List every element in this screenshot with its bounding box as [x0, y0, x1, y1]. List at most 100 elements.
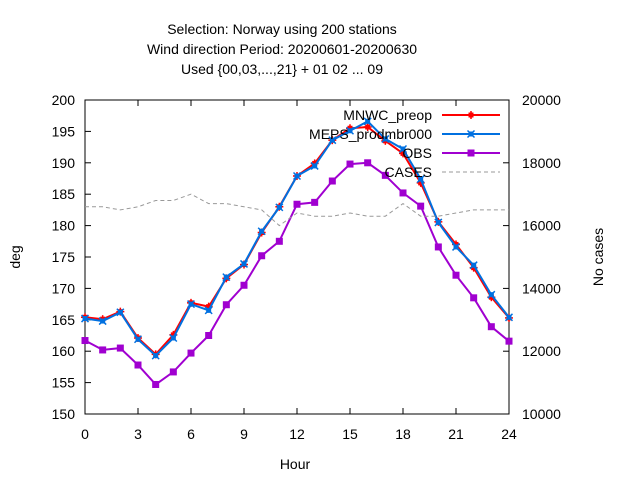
data-point-meps-prodmbr000 — [294, 173, 300, 179]
data-point-meps-prodmbr000 — [153, 353, 159, 359]
y2-tick-label: 20000 — [522, 92, 561, 108]
x-tick-label: 0 — [81, 426, 89, 442]
y2-tick-label: 10000 — [522, 406, 561, 422]
data-point-meps-prodmbr000 — [418, 176, 424, 182]
data-point-meps-prodmbr000 — [170, 335, 176, 341]
data-point-meps-prodmbr000 — [400, 146, 406, 152]
data-point-obs — [470, 294, 478, 302]
data-point-mnwc-preop — [365, 124, 371, 130]
y2-tick-label: 14000 — [522, 280, 561, 296]
y2-axis-label: No cases — [590, 228, 606, 286]
data-point-obs — [399, 189, 407, 197]
legend-marker-mnwc-preop — [468, 112, 474, 118]
data-point-meps-prodmbr000 — [206, 307, 212, 313]
series-line-mnwc-preop — [84, 125, 510, 356]
data-point-meps-prodmbr000 — [241, 261, 247, 267]
data-point-obs — [258, 252, 266, 260]
data-point-obs — [311, 198, 319, 206]
data-point-meps-prodmbr000 — [82, 316, 88, 322]
data-point-obs — [240, 281, 248, 289]
data-point-mnwc-preop — [312, 160, 318, 166]
series-layer — [80, 117, 514, 388]
data-point-meps-prodmbr000 — [135, 336, 141, 342]
data-point-meps-prodmbr000 — [188, 301, 194, 307]
legend-label-obs: OBS — [402, 145, 432, 161]
y-axis-left: 150 155 160 165 170 175 180 185 190 195 200 — [52, 92, 91, 422]
x-tick-label: 12 — [289, 426, 305, 442]
series-meps-prodmbr000 — [80, 117, 514, 360]
y-tick-label: 155 — [52, 375, 76, 391]
y-tick-label: 160 — [52, 343, 76, 359]
data-point-meps-prodmbr000 — [435, 219, 441, 225]
y-tick-label: 165 — [52, 312, 76, 328]
data-point-obs — [152, 380, 160, 388]
y-tick-label: 185 — [52, 186, 76, 202]
data-point-meps-prodmbr000 — [347, 128, 353, 134]
data-point-mnwc-preop — [400, 150, 406, 156]
series-obs — [81, 159, 513, 388]
data-point-obs — [417, 202, 425, 210]
data-point-meps-prodmbr000 — [117, 309, 123, 315]
legend-marker-obs — [467, 149, 475, 157]
data-point-mnwc-preop — [453, 241, 459, 247]
data-point-obs — [275, 237, 283, 245]
y-tick-label: 200 — [52, 92, 76, 108]
y-axis-label: deg — [7, 245, 23, 268]
data-point-mnwc-preop — [206, 304, 212, 310]
data-point-obs — [487, 323, 495, 331]
y-tick-label: 170 — [52, 280, 76, 296]
y-tick-label: 150 — [52, 406, 76, 422]
data-point-mnwc-preop — [347, 125, 353, 131]
x-tick-label: 15 — [342, 426, 358, 442]
x-tick-label: 24 — [501, 426, 517, 442]
title-line-1: Selection: Norway using 200 stations — [167, 21, 397, 37]
data-point-mnwc-preop — [170, 332, 176, 338]
data-point-meps-prodmbr000 — [488, 292, 494, 298]
data-point-obs — [364, 159, 372, 167]
data-point-meps-prodmbr000 — [365, 118, 371, 124]
data-point-mnwc-preop — [471, 265, 477, 271]
data-point-obs — [169, 368, 177, 376]
x-tick-label: 6 — [187, 426, 195, 442]
x-tick-label: 18 — [395, 426, 411, 442]
data-point-obs — [293, 200, 301, 208]
data-point-obs — [328, 177, 336, 185]
data-point-obs — [381, 171, 389, 179]
data-point-mnwc-preop — [418, 180, 424, 186]
series-line-cases — [85, 193, 509, 227]
x-axis: 0 3 6 9 12 15 18 21 24 — [81, 100, 517, 442]
y-axis-right: 10000 12000 14000 16000 18000 20000 — [503, 92, 561, 422]
y-tick-label: 180 — [52, 218, 76, 234]
data-point-meps-prodmbr000 — [259, 228, 265, 234]
data-point-meps-prodmbr000 — [329, 137, 335, 143]
data-point-meps-prodmbr000 — [312, 163, 318, 169]
title-line-3: Used {00,03,...,21} + 01 02 ... 09 — [181, 61, 383, 77]
data-point-obs — [99, 346, 107, 354]
x-tick-label: 9 — [240, 426, 248, 442]
legend-label-meps-prodmbr000: MEPS_prodmbr000 — [309, 126, 432, 142]
data-point-meps-prodmbr000 — [100, 318, 106, 324]
data-point-meps-prodmbr000 — [276, 204, 282, 210]
legend-label-cases: CASES — [385, 164, 432, 180]
data-point-mnwc-preop — [488, 294, 494, 300]
data-point-meps-prodmbr000 — [506, 314, 512, 320]
legend: MNWC_preop MEPS_prodmbr000 OBS CASES — [309, 107, 500, 180]
data-point-obs — [187, 349, 195, 357]
chart-title: Selection: Norway using 200 stations Win… — [147, 21, 417, 77]
data-point-meps-prodmbr000 — [453, 244, 459, 250]
data-point-obs — [346, 160, 354, 168]
x-tick-label: 21 — [448, 426, 464, 442]
series-line-meps-prodmbr000 — [84, 120, 510, 357]
legend-marker-meps-prodmbr000 — [468, 131, 474, 137]
y2-tick-label: 12000 — [522, 343, 561, 359]
y-tick-label: 195 — [52, 123, 76, 139]
y2-tick-label: 18000 — [522, 155, 561, 171]
x-tick-label: 3 — [134, 426, 142, 442]
y-tick-label: 190 — [52, 155, 76, 171]
data-point-meps-prodmbr000 — [223, 274, 229, 280]
data-point-obs — [505, 337, 513, 345]
data-point-meps-prodmbr000 — [382, 136, 388, 142]
legend-label-mnwc-preop: MNWC_preop — [343, 107, 432, 123]
title-line-2: Wind direction Period: 20200601-20200630 — [147, 41, 417, 57]
